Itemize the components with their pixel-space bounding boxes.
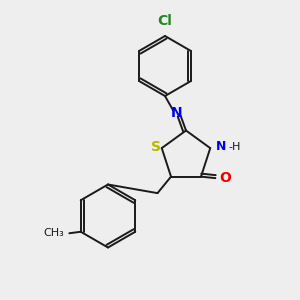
- Text: Cl: Cl: [158, 14, 172, 28]
- Text: O: O: [220, 171, 232, 185]
- Text: -H: -H: [229, 142, 241, 152]
- Text: CH₃: CH₃: [44, 228, 64, 238]
- Text: N: N: [216, 140, 226, 153]
- Text: S: S: [151, 140, 161, 154]
- Text: N: N: [171, 106, 183, 120]
